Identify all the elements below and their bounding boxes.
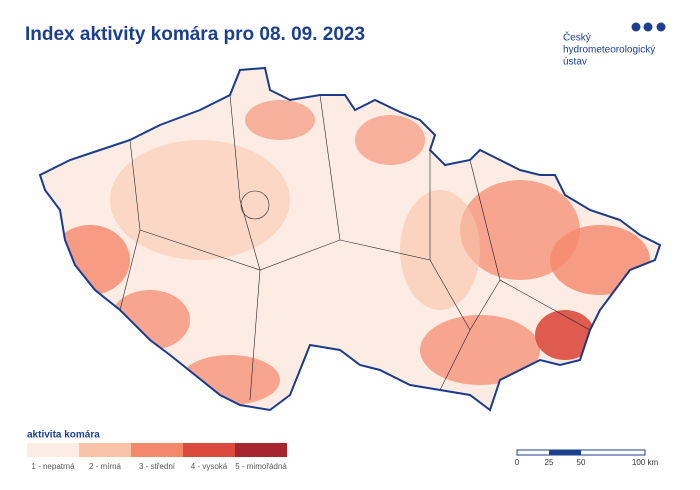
map [39,67,661,411]
area [420,315,540,385]
area [550,225,650,295]
logo-mark [643,22,653,32]
border [229,94,261,271]
area [355,115,425,165]
activity-areas [50,100,650,405]
legend-swatch [79,443,131,457]
legend-label: 5 - mimořádná [235,462,287,471]
scale-label: 100 km [632,458,659,467]
logo-text: Český [563,31,591,44]
scale-label: 0 [515,458,520,467]
logo-mark [656,22,666,32]
legend-label: 3 - střední [139,462,176,471]
legend-swatch [235,443,287,457]
logo-text: hydrometeorologický [563,45,655,56]
logo: Český hydrometeorologický ústav [563,22,666,68]
legend-swatch [131,443,183,457]
district-borders [119,94,591,401]
border [469,279,501,331]
legend-label: 1 - nepatrná [31,462,75,471]
area [460,180,580,280]
area [400,190,480,310]
area [110,140,290,260]
logo-text: ústav [563,57,587,68]
border [240,190,270,220]
border [319,94,341,241]
legend-label: 2 - mírná [89,462,122,471]
border [139,229,471,391]
legend-swatch [183,443,235,457]
area [180,355,280,405]
logo-mark [631,22,641,32]
title: Index aktivity komára pro 08. 09. 2023 [25,24,365,45]
legend-title: aktivita komára [27,430,100,441]
border [249,269,261,401]
scale-segment [549,450,581,455]
scale-bar: 0 25 50 100 km [515,449,659,467]
area [535,310,595,360]
legend: aktivita komára 1 - nepatrná 2 - mírná 3 -… [27,430,287,471]
scale-label: 25 [545,458,554,467]
scale-label: 50 [577,458,586,467]
area [245,100,315,140]
legend-label: 4 - vysoká [191,462,228,471]
legend-swatch [27,443,79,457]
